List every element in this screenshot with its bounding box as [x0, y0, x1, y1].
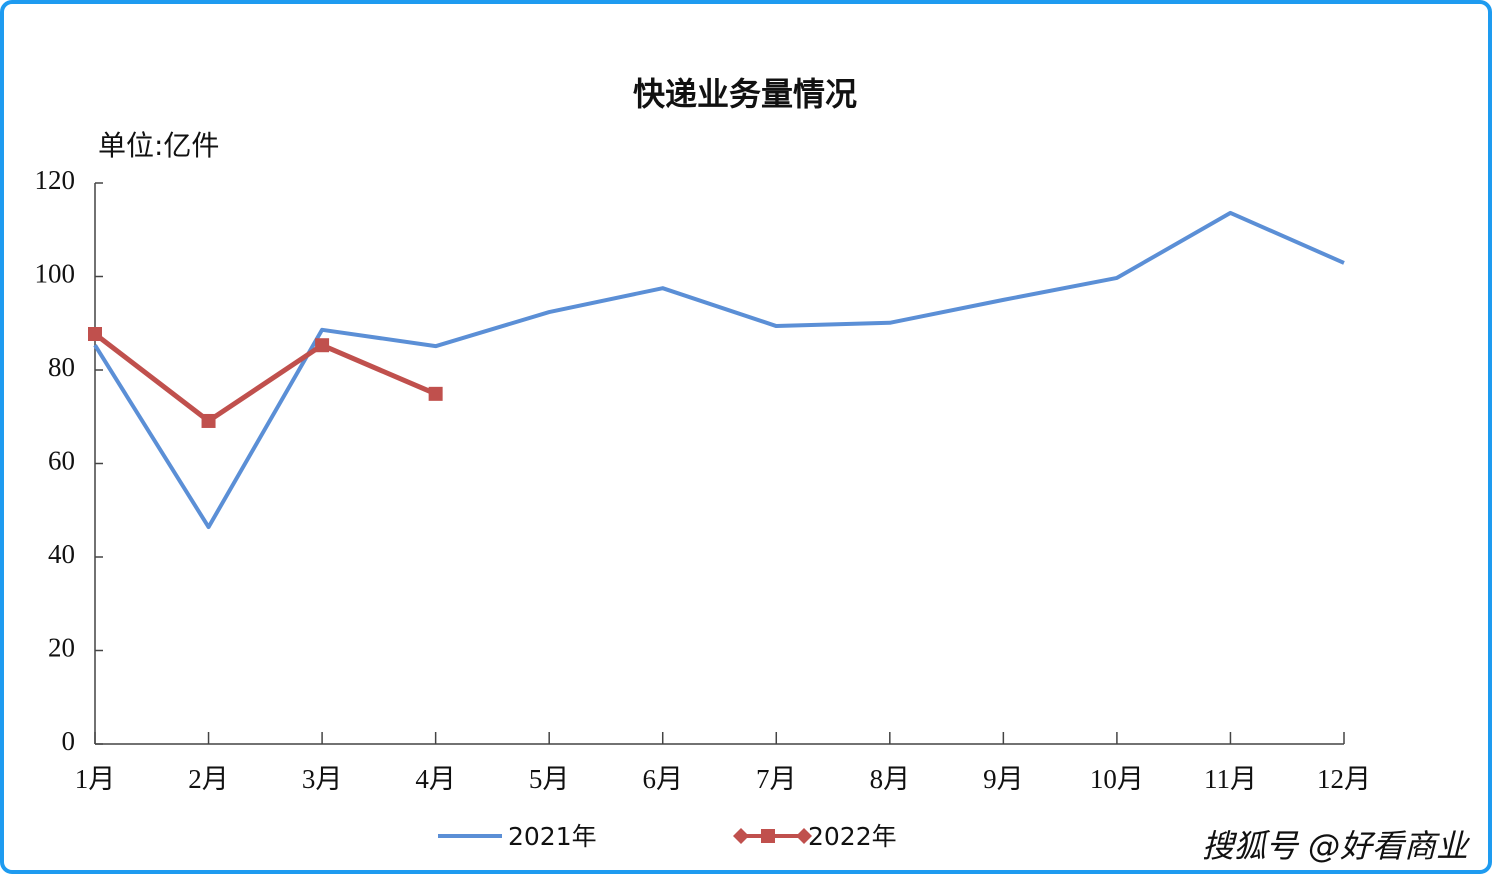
y-tick-label: 120 — [35, 165, 76, 195]
y-tick-label: 40 — [48, 539, 75, 569]
x-tick-label: 4月 — [415, 764, 456, 794]
x-tick-label: 10月 — [1090, 764, 1144, 794]
point — [201, 413, 216, 428]
x-tick-label: 2月 — [188, 764, 229, 794]
x-tick-label: 11月 — [1204, 764, 1257, 794]
series-line — [93, 210, 1345, 530]
x-tick-label: 8月 — [870, 764, 911, 794]
legend-label: 2021年 — [508, 822, 597, 851]
series-line — [93, 332, 437, 424]
y-tick-label: 60 — [48, 446, 75, 476]
x-tick-label: 3月 — [302, 764, 343, 794]
watermark: 搜狐号 @好看商业 — [1202, 827, 1471, 865]
legend: 2021年 2022年 — [438, 822, 897, 851]
legend-marker — [761, 829, 775, 843]
x-tick-label: 1月 — [75, 764, 116, 794]
legend-marker — [733, 828, 812, 844]
y-tick-label: 20 — [48, 633, 75, 663]
point — [428, 386, 443, 401]
x-tick-label: 6月 — [642, 764, 683, 794]
x-tick-label: 5月 — [529, 764, 570, 794]
x-tick-label: 7月 — [756, 764, 797, 794]
x-tick-label: 12月 — [1317, 764, 1371, 794]
x-tick-label: 9月 — [983, 764, 1024, 794]
y-tick-label: 0 — [62, 726, 76, 756]
y-axis-label: 单位:亿件 — [98, 129, 219, 162]
legend-label: 2022年 — [808, 822, 897, 851]
point — [315, 338, 330, 353]
y-tick-label: 80 — [48, 352, 75, 382]
chart-title: 快递业务量情况 — [633, 75, 857, 113]
point — [88, 327, 102, 342]
y-tick-label: 100 — [35, 259, 76, 289]
